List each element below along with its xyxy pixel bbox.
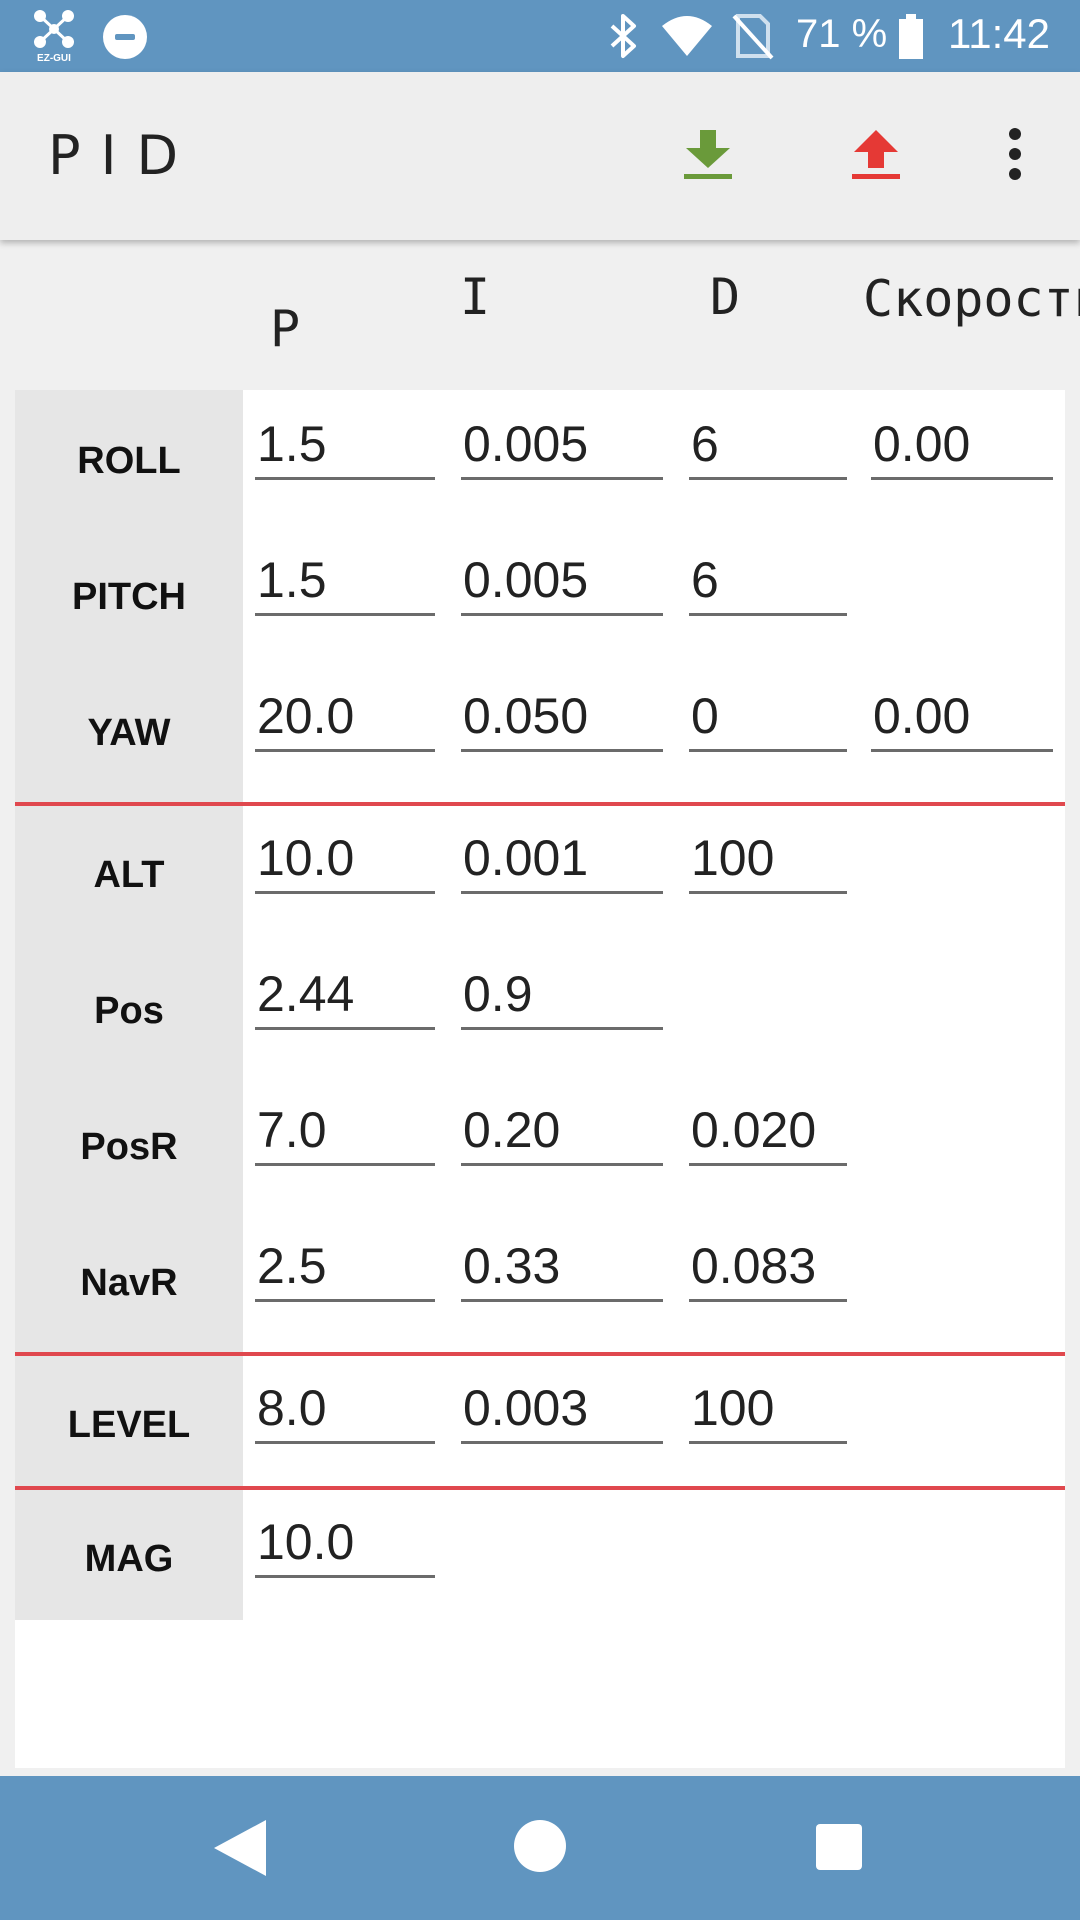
yaw-p-input[interactable]: [255, 682, 435, 752]
back-icon[interactable]: [210, 1816, 270, 1880]
alt-i-input[interactable]: [461, 824, 663, 894]
row-label-yaw: YAW: [87, 712, 171, 754]
group-divider: [15, 1486, 1065, 1490]
posr-i-input[interactable]: [461, 1096, 663, 1166]
table-header: P I D Скорость: [15, 254, 1080, 390]
posr-d-input[interactable]: [689, 1096, 847, 1166]
pitch-p-input[interactable]: [255, 546, 435, 616]
pid-table: P I D Скорость ROLL PITCH YAW ALT: [15, 254, 1080, 1768]
roll-p-input[interactable]: [255, 410, 435, 480]
group-divider: [15, 802, 1065, 806]
row-label-posr: PosR: [80, 1126, 178, 1168]
row-label-pitch: PITCH: [72, 576, 186, 618]
recents-icon[interactable]: [816, 1824, 862, 1870]
column-header-d: D: [709, 268, 741, 326]
roll-speed-input[interactable]: [871, 410, 1053, 480]
do-not-disturb-icon: [103, 15, 147, 59]
row-label-pos: Pos: [94, 990, 164, 1032]
pos-i-input[interactable]: [461, 960, 663, 1030]
posr-p-input[interactable]: [255, 1096, 435, 1166]
pitch-i-input[interactable]: [461, 546, 663, 616]
alt-d-input[interactable]: [689, 824, 847, 894]
row-label-level: LEVEL: [67, 1404, 191, 1446]
clock: 11:42: [948, 10, 1050, 57]
alt-p-input[interactable]: [255, 824, 435, 894]
battery-icon: [898, 14, 924, 60]
column-header-speed: Скорость: [863, 270, 1080, 328]
status-bar: EZ-GUI 71 % 11:42: [0, 0, 1080, 72]
wifi-icon: [660, 14, 714, 58]
label-column-group-2: [15, 806, 243, 1352]
logo-text: EZ-GUI: [37, 53, 71, 64]
roll-d-input[interactable]: [689, 410, 847, 480]
battery-percent: 71 %: [796, 12, 888, 56]
column-header-i: I: [459, 268, 491, 326]
download-icon[interactable]: [678, 124, 738, 184]
yaw-speed-input[interactable]: [871, 682, 1053, 752]
row-label-mag: MAG: [84, 1538, 174, 1580]
group-divider: [15, 1352, 1065, 1356]
pos-p-input[interactable]: [255, 960, 435, 1030]
app-bar: PID: [0, 72, 1080, 240]
roll-i-input[interactable]: [461, 410, 663, 480]
more-vert-icon[interactable]: [990, 124, 1040, 184]
level-d-input[interactable]: [689, 1374, 847, 1444]
bluetooth-icon: [606, 12, 642, 60]
label-column-group-3: [15, 1356, 243, 1486]
level-p-input[interactable]: [255, 1374, 435, 1444]
upload-icon[interactable]: [846, 124, 906, 184]
yaw-i-input[interactable]: [461, 682, 663, 752]
home-icon[interactable]: [514, 1820, 566, 1872]
column-header-p: P: [269, 300, 301, 358]
row-label-roll: ROLL: [77, 440, 181, 482]
row-label-navr: NavR: [80, 1262, 178, 1304]
yaw-d-input[interactable]: [689, 682, 847, 752]
label-column-group-4: [15, 1490, 243, 1620]
navr-i-input[interactable]: [461, 1232, 663, 1302]
level-i-input[interactable]: [461, 1374, 663, 1444]
row-label-alt: ALT: [93, 854, 165, 896]
mag-p-input[interactable]: [255, 1508, 435, 1578]
label-column-group-1: [15, 390, 243, 802]
ez-gui-logo-icon: EZ-GUI: [30, 8, 78, 66]
navr-p-input[interactable]: [255, 1232, 435, 1302]
pitch-d-input[interactable]: [689, 546, 847, 616]
navr-d-input[interactable]: [689, 1232, 847, 1302]
content-area: P I D Скорость ROLL PITCH YAW ALT: [0, 240, 1080, 1776]
page-title: PID: [48, 124, 199, 187]
no-sim-icon: [730, 12, 774, 60]
navigation-bar: [0, 1776, 1080, 1920]
